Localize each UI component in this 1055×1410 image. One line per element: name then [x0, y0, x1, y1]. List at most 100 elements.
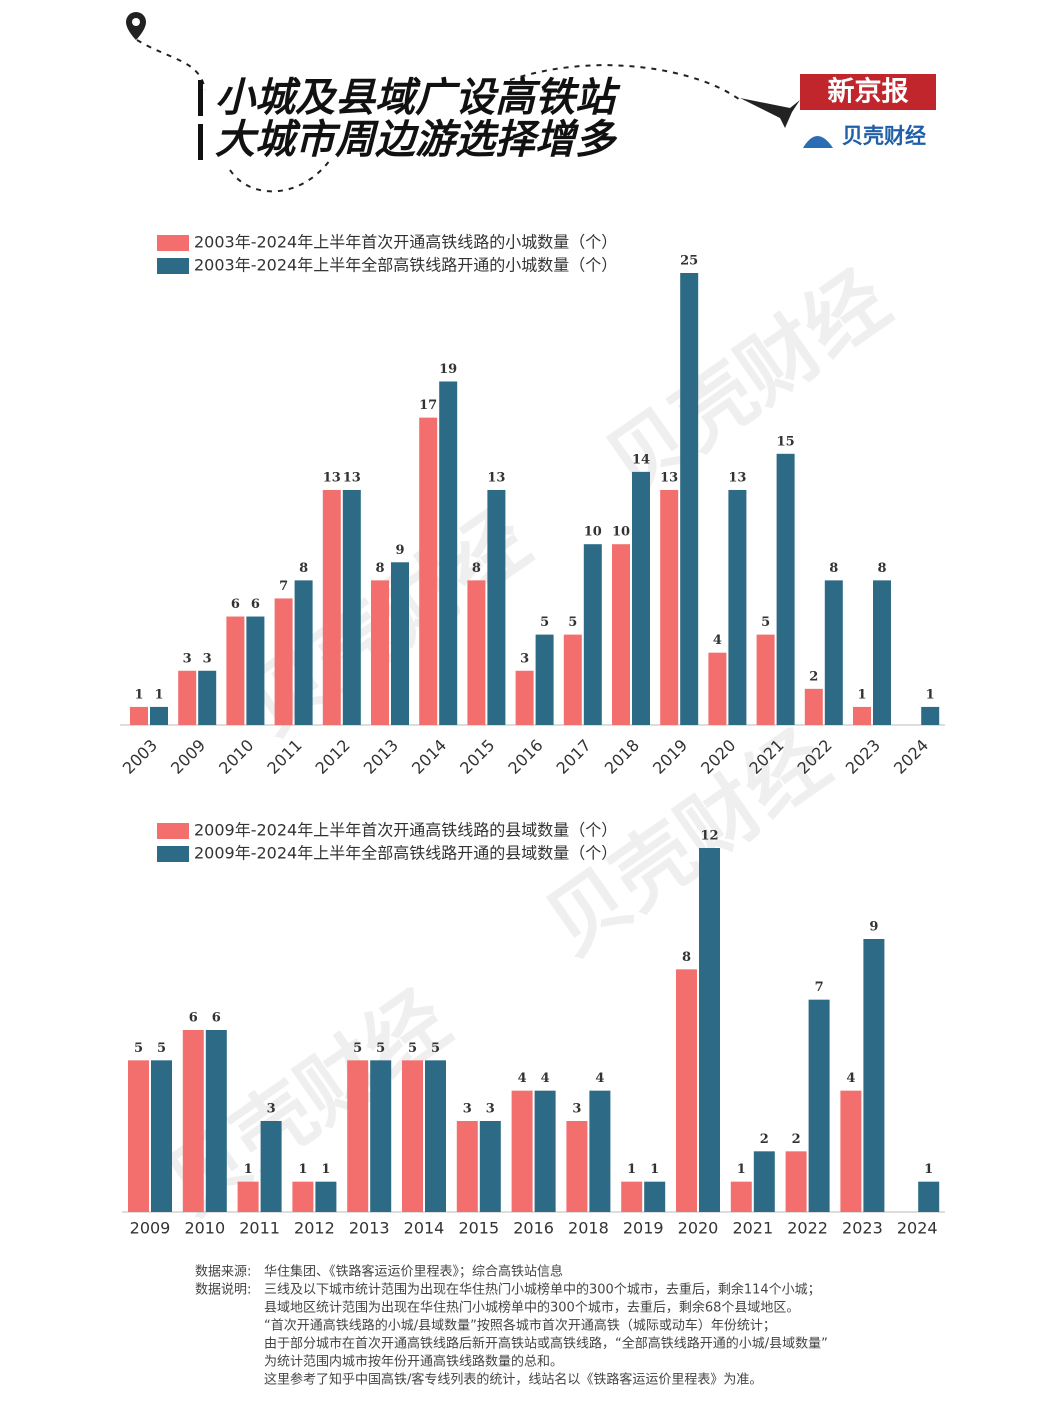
footer-text: 华住集团、《铁路客运运价里程表》；综合高铁站信息 — [264, 1264, 563, 1280]
bar — [824, 580, 843, 725]
x-tick-label: 2017 — [553, 736, 595, 778]
footer-text: “首次开通高铁线路的小城/县域数量”按照各城市首次开通高铁（城际或动车）年份统计… — [264, 1318, 776, 1334]
value-label: 5 — [134, 1041, 143, 1056]
bar — [467, 580, 486, 725]
bar — [456, 1121, 478, 1212]
footer-label: 数据说明: — [195, 1283, 251, 1298]
value-label: 6 — [189, 1011, 198, 1026]
bar — [515, 670, 534, 725]
value-label: 3 — [486, 1102, 495, 1117]
bar — [425, 1060, 446, 1212]
value-label: 3 — [183, 651, 192, 666]
footer-text: 由于部分城市在首次开通高铁线路后新开高铁站或高铁线路，“全部高铁线路开通的小城/… — [264, 1336, 828, 1352]
bar — [370, 1060, 392, 1212]
bar — [402, 1060, 423, 1212]
x-tick-label: 2010 — [215, 736, 257, 778]
value-label: 1 — [134, 687, 143, 702]
value-label: 1 — [321, 1162, 330, 1177]
value-label: 1 — [737, 1162, 746, 1177]
title-bar — [198, 124, 203, 160]
value-label: 1 — [298, 1162, 307, 1177]
bar — [756, 634, 775, 725]
bar — [612, 544, 630, 725]
legend-swatch — [157, 823, 189, 839]
value-label: 4 — [595, 1071, 604, 1086]
footer-text: 县域地区统计范围为出现在华住热门小城榜单中的300个城市，去重后，剩余68个县域… — [264, 1300, 799, 1316]
value-label: 8 — [829, 561, 838, 576]
logo-text: 新京报 — [828, 76, 909, 108]
bar — [294, 580, 313, 725]
value-label: 5 — [540, 615, 549, 630]
x-tick-label: 2018 — [568, 1219, 609, 1238]
value-label: 5 — [568, 615, 577, 630]
bar — [511, 1090, 533, 1212]
bar — [246, 616, 265, 725]
value-label: 6 — [251, 597, 260, 612]
bar — [487, 489, 506, 725]
x-tick-label: 2015 — [456, 736, 498, 778]
x-tick-label: 2018 — [601, 736, 643, 778]
value-label: 14 — [632, 452, 650, 467]
footer-label: 数据来源: — [195, 1265, 251, 1280]
x-tick-label: 2020 — [678, 1219, 719, 1238]
value-label: 1 — [244, 1162, 253, 1177]
value-label: 2 — [760, 1132, 769, 1147]
x-tick-label: 2003 — [119, 736, 161, 778]
bar — [676, 969, 697, 1212]
value-label: 3 — [520, 651, 529, 666]
value-label: 8 — [375, 561, 384, 576]
bar — [419, 417, 438, 725]
bar — [873, 580, 891, 725]
x-tick-label: 2024 — [897, 1219, 938, 1238]
bar — [342, 489, 361, 725]
x-tick-label: 2023 — [842, 736, 884, 778]
bar — [205, 1030, 227, 1212]
value-label: 3 — [267, 1102, 276, 1117]
bar — [226, 616, 245, 725]
value-label: 6 — [212, 1011, 221, 1026]
value-label: 12 — [700, 829, 718, 844]
bar — [479, 1121, 501, 1212]
footer-text: 三线及以下城市统计范围为出现在华住热门小城榜单中的300个城市，去重后，剩余11… — [264, 1282, 821, 1298]
legend-label: 2009年-2024年上半年首次开通高铁线路的县域数量（个） — [194, 821, 617, 840]
value-label: 1 — [627, 1162, 636, 1177]
footer-text: 为统计范围内城市按年份开通高铁线路数量的总和。 — [264, 1354, 563, 1370]
x-tick-label: 2019 — [649, 736, 691, 778]
value-label: 1 — [926, 687, 935, 702]
bar — [804, 688, 823, 725]
value-label: 1 — [924, 1162, 933, 1177]
value-label: 4 — [518, 1071, 527, 1086]
bar — [315, 1181, 337, 1212]
value-label: 4 — [541, 1071, 550, 1086]
value-label: 1 — [650, 1162, 659, 1177]
footer-text: 这里参考了知乎中国高铁/客专线列表的统计，线站名以《铁路客运运价里程表》为准。 — [264, 1372, 762, 1388]
bar — [130, 706, 148, 725]
value-label: 3 — [203, 651, 212, 666]
x-tick-label: 2016 — [504, 736, 546, 778]
plane-icon — [740, 98, 800, 128]
value-label: 2 — [809, 669, 818, 684]
bar — [439, 381, 458, 725]
x-tick-label: 2013 — [360, 736, 402, 778]
value-label: 13 — [323, 470, 341, 485]
bar — [589, 1090, 611, 1212]
x-tick-label: 2016 — [513, 1219, 554, 1238]
bar — [322, 489, 341, 725]
value-label: 10 — [612, 525, 630, 540]
bar — [728, 489, 747, 725]
value-label: 5 — [408, 1041, 417, 1056]
bar — [347, 1060, 369, 1212]
value-label: 10 — [584, 525, 602, 540]
value-label: 13 — [343, 470, 361, 485]
value-label: 5 — [376, 1041, 385, 1056]
value-label: 5 — [761, 615, 770, 630]
value-label: 15 — [777, 434, 795, 449]
x-tick-label: 2021 — [732, 1219, 773, 1238]
bar — [776, 453, 795, 725]
bar — [680, 273, 699, 725]
bar — [730, 1181, 752, 1212]
value-label: 5 — [431, 1041, 440, 1056]
value-label: 8 — [682, 950, 691, 965]
x-tick-label: 2024 — [890, 736, 932, 778]
value-label: 9 — [395, 543, 404, 558]
